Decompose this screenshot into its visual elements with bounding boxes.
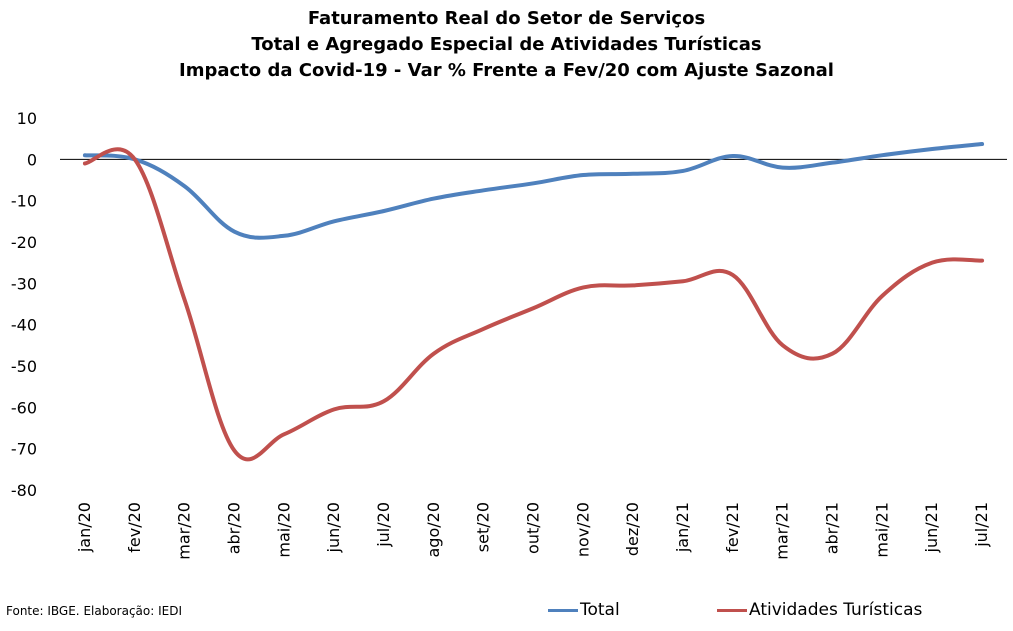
y-tick-label: -10	[11, 192, 37, 211]
y-tick-label: -40	[11, 316, 37, 335]
chart-title-line-3: Impacto da Covid-19 - Var % Frente a Fev…	[179, 60, 834, 81]
legend-item-total: Total	[548, 600, 620, 620]
x-tick-label: abr/21	[823, 502, 842, 554]
chart-title-line-2: Total e Agregado Especial de Atividades …	[251, 34, 762, 55]
y-tick-label: -50	[11, 357, 37, 376]
x-tick-label: mai/20	[274, 502, 293, 558]
y-tick-label: -80	[11, 481, 37, 500]
x-tick-label: set/20	[474, 502, 493, 552]
x-tick-label: nov/20	[573, 502, 592, 557]
legend-swatch-atividades-turisticas	[717, 608, 747, 612]
y-tick-label: 10	[17, 109, 37, 128]
y-tick-label: -60	[11, 398, 37, 417]
x-tick-label: mar/20	[175, 502, 194, 560]
y-tick-label: -30	[11, 274, 37, 293]
series-line-atividades-turisticas	[82, 147, 985, 462]
x-tick-label: jun/21	[922, 502, 941, 553]
y-tick-label: -70	[11, 440, 37, 459]
x-tick-label: jan/20	[75, 502, 94, 553]
x-tick-label: abr/20	[224, 502, 243, 554]
x-tick-label: dez/20	[623, 502, 642, 556]
x-tick-label: mai/21	[872, 502, 891, 558]
x-tick-label: fev/21	[723, 502, 742, 553]
chart-title-block: Faturamento Real do Setor de Serviços To…	[0, 6, 1013, 84]
legend-swatch-total	[548, 608, 578, 612]
series-line-total	[82, 142, 985, 240]
x-tick-label: jul/21	[972, 502, 991, 548]
x-tick-label: fev/20	[125, 502, 144, 553]
legend-label-total: Total	[580, 600, 620, 620]
x-tick-label: mar/21	[773, 502, 792, 560]
x-tick-label: jan/21	[673, 502, 692, 553]
y-tick-label: -20	[11, 233, 37, 252]
y-tick-label: 0	[27, 150, 37, 169]
source-note: Fonte: IBGE. Elaboração: IEDI	[6, 604, 183, 618]
x-tick-label: out/20	[524, 502, 543, 554]
x-tick-label: ago/20	[424, 502, 443, 558]
legend-item-atividades-turisticas: Atividades Turísticas	[717, 600, 922, 620]
x-tick-label: jul/20	[374, 502, 393, 548]
legend-label-atividades-turisticas: Atividades Turísticas	[749, 600, 923, 620]
x-tick-label: jun/20	[324, 502, 343, 553]
chart-title-line-1: Faturamento Real do Setor de Serviços	[307, 8, 706, 29]
